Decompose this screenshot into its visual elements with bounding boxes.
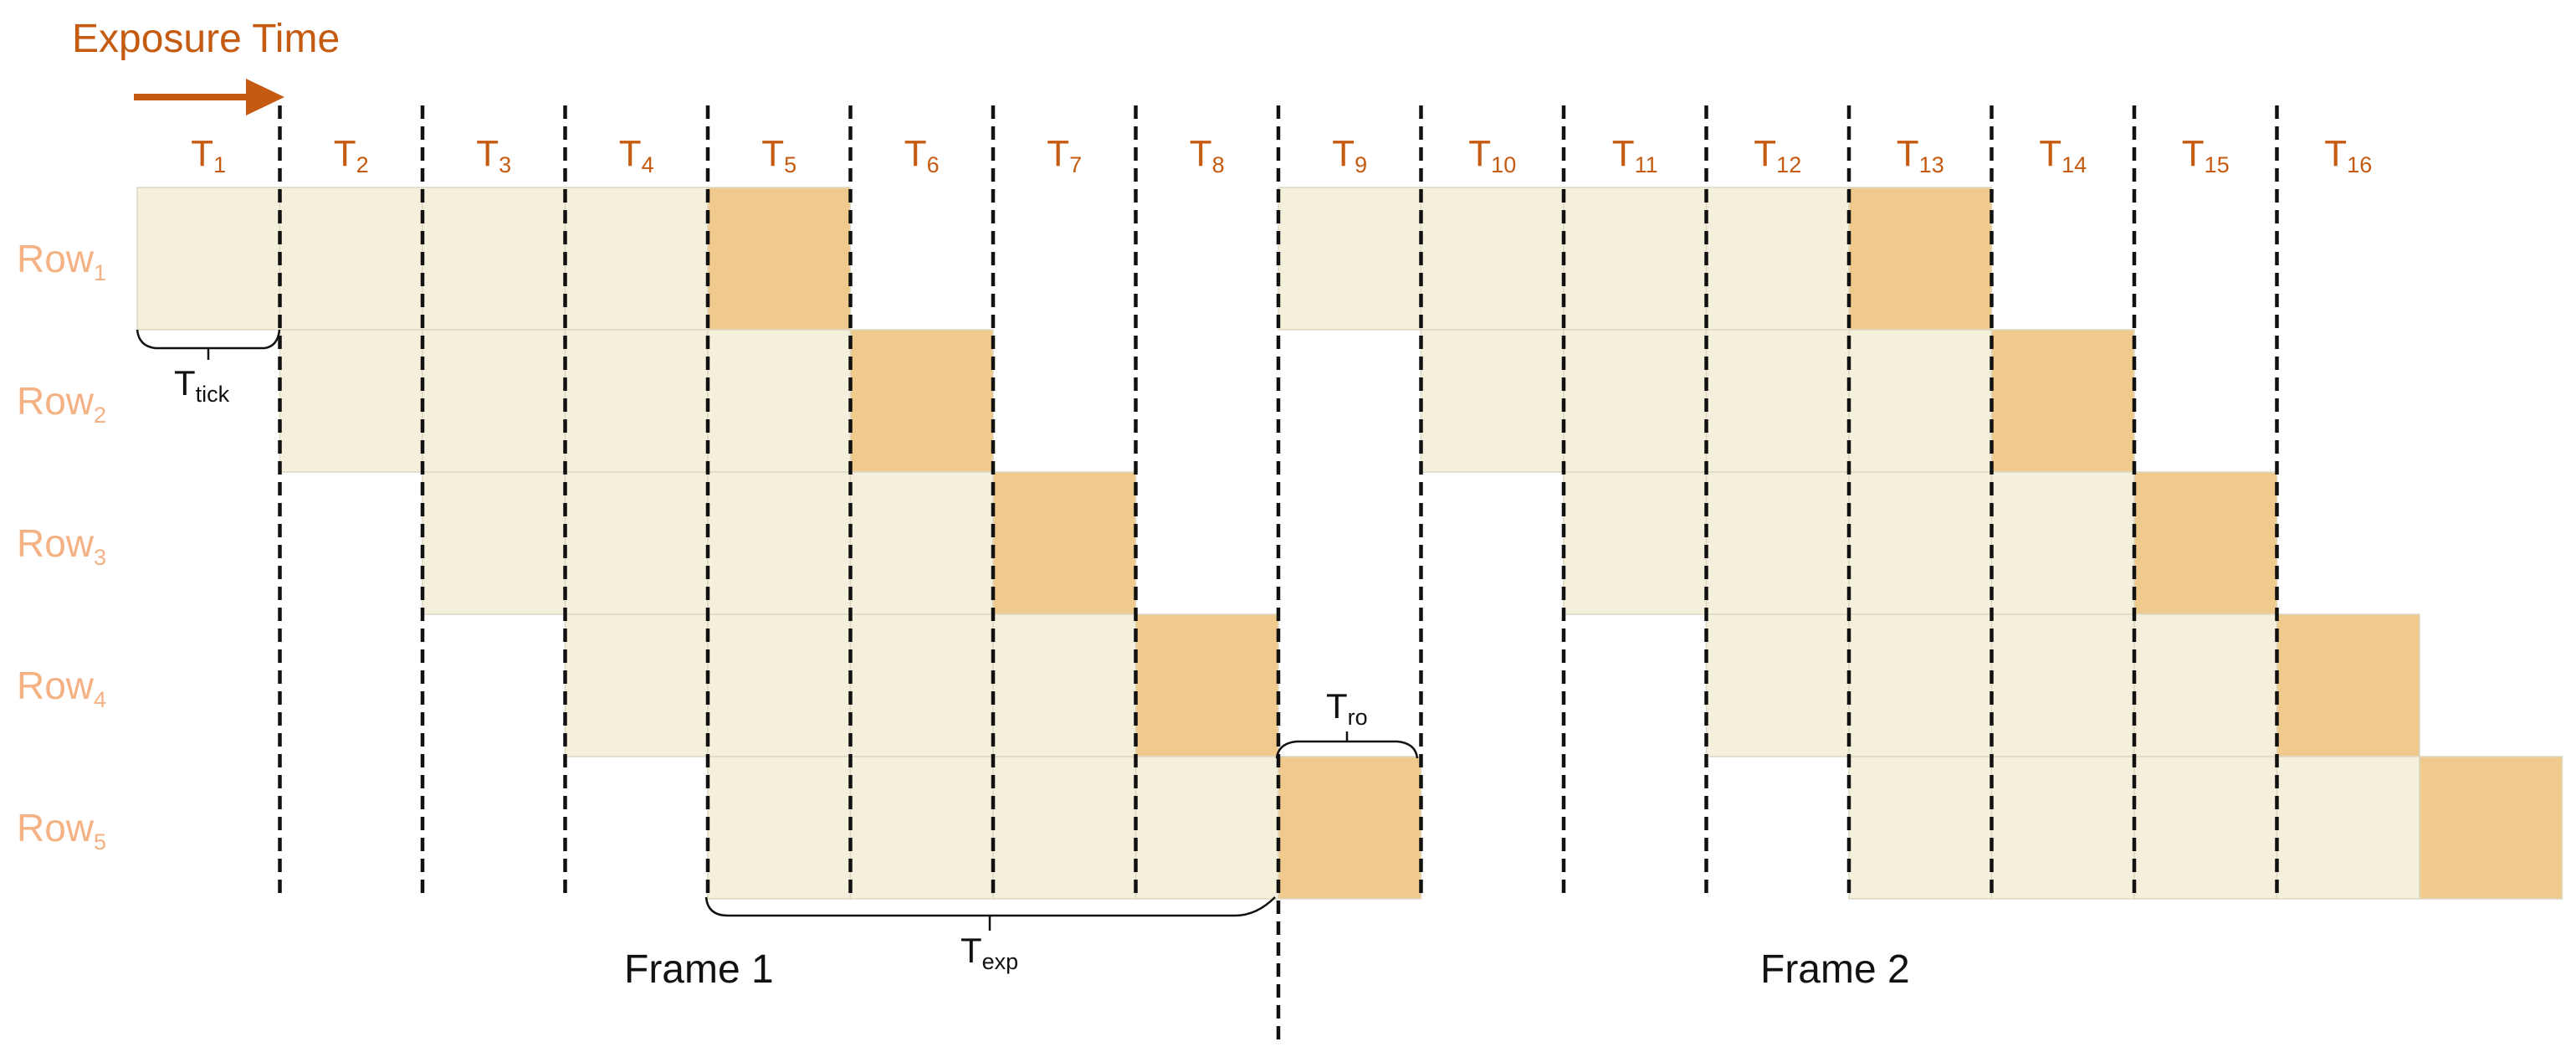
tick-brace: Ttick bbox=[136, 329, 281, 407]
row-label-4: Row4 bbox=[17, 664, 106, 712]
row-label-5: Row5 bbox=[17, 806, 106, 854]
time-arrow-icon bbox=[134, 79, 284, 115]
tick-label-11: T11 bbox=[1612, 133, 1658, 177]
readout-cell-f1-r4-t8 bbox=[1134, 613, 1279, 757]
exposure-cell-f1-r2-t4 bbox=[564, 329, 709, 473]
diagram-title: Exposure Time bbox=[72, 17, 340, 61]
exposure-cell-f1-r5-t8 bbox=[1134, 756, 1279, 900]
frame-1-label: Frame 1 bbox=[624, 947, 774, 992]
exposure-cell-f2-r5-t15 bbox=[2133, 756, 2278, 900]
exposure-cell-f2-r5-t14 bbox=[1990, 756, 2135, 900]
exposure-cell-f1-r2-t5 bbox=[707, 329, 852, 473]
tick-label-7: T7 bbox=[1047, 133, 1082, 177]
row-labels: Row1 Row2 Row3 Row4 Row5 bbox=[17, 237, 106, 854]
exposure-cell-f2-r5-t16 bbox=[2276, 756, 2420, 900]
row-label-2: Row2 bbox=[17, 379, 106, 428]
exposure-cell-f2-r3-t11 bbox=[1563, 471, 1708, 615]
exposure-cell-f1-r4-t7 bbox=[992, 613, 1137, 757]
exposure-brace: Texp bbox=[704, 896, 1276, 974]
exposure-cell-f2-r2-t12 bbox=[1705, 329, 1850, 473]
exposure-cell-f1-r2-t3 bbox=[422, 329, 566, 473]
exposure-cell-f2-r1-t11 bbox=[1563, 187, 1708, 331]
tick-duration-label: Ttick bbox=[174, 363, 230, 407]
exposure-cell-f2-r2-t10 bbox=[1420, 329, 1565, 473]
exposure-cell-f2-r1-t10 bbox=[1420, 187, 1565, 331]
exposure-cell-f1-r4-t6 bbox=[849, 613, 994, 757]
exposure-cell-f2-r2-t13 bbox=[1848, 329, 1993, 473]
tick-label-3: T3 bbox=[476, 133, 511, 177]
readout-cell-f2-r5-t17 bbox=[2419, 756, 2563, 900]
exposure-cell-f1-r2-t2 bbox=[279, 329, 423, 473]
exposure-cell-f1-r1-t1 bbox=[136, 187, 281, 331]
row-label-3: Row3 bbox=[17, 521, 106, 570]
exposure-cell-f2-r4-t13 bbox=[1848, 613, 1993, 757]
exposure-cell-f2-r3-t13 bbox=[1848, 471, 1993, 615]
exposure-cell-f2-r4-t15 bbox=[2133, 613, 2278, 757]
tick-label-12: T12 bbox=[1754, 133, 1801, 177]
readout-cell-f2-r1-t13 bbox=[1848, 187, 1993, 331]
exposure-cell-f1-r3-t4 bbox=[564, 471, 709, 615]
readout-cell-f1-r1-t5 bbox=[707, 187, 852, 331]
tick-labels: T1 T2 T3 T4 T5 T6 T7 T8 T9 T10 T11 T12 T13 T14 T15 T16 bbox=[191, 133, 2372, 177]
exposure-duration-label: Texp bbox=[960, 931, 1018, 974]
exposure-cell-f1-r4-t4 bbox=[564, 613, 709, 757]
exposure-cell-f2-r3-t12 bbox=[1705, 471, 1850, 615]
exposure-cell-f1-r3-t3 bbox=[422, 471, 566, 615]
tick-label-1: T1 bbox=[191, 133, 226, 177]
readout-cell-f1-r3-t7 bbox=[992, 471, 1137, 615]
tick-label-16: T16 bbox=[2324, 133, 2372, 177]
exposure-grid bbox=[136, 187, 2563, 900]
tick-label-5: T5 bbox=[761, 133, 796, 177]
readout-cell-f1-r5-t9 bbox=[1278, 756, 1422, 900]
exposure-cell-f1-r1-t2 bbox=[279, 187, 423, 331]
exposure-cell-f2-r3-t14 bbox=[1990, 471, 2135, 615]
exposure-cell-f1-r1-t3 bbox=[422, 187, 566, 331]
tick-label-9: T9 bbox=[1332, 133, 1367, 177]
exposure-cell-f2-r4-t12 bbox=[1705, 613, 1850, 757]
tick-label-6: T6 bbox=[904, 133, 940, 177]
readout-cell-f2-r4-t16 bbox=[2276, 613, 2420, 757]
frame-2-label: Frame 2 bbox=[1760, 947, 1910, 992]
exposure-cell-f1-r3-t5 bbox=[707, 471, 852, 615]
readout-brace: Tro bbox=[1275, 686, 1419, 759]
exposure-cell-f1-r5-t6 bbox=[849, 756, 994, 900]
readout-cell-f1-r2-t6 bbox=[849, 329, 994, 473]
tick-label-10: T10 bbox=[1468, 133, 1516, 177]
exposure-cell-f1-r5-t5 bbox=[707, 756, 852, 900]
exposure-cell-f2-r2-t11 bbox=[1563, 329, 1708, 473]
readout-cell-f2-r3-t15 bbox=[2133, 471, 2278, 615]
readout-cell-f2-r2-t14 bbox=[1990, 329, 2135, 473]
exposure-cell-f2-r1-t12 bbox=[1705, 187, 1850, 331]
exposure-cell-f1-r1-t4 bbox=[564, 187, 709, 331]
exposure-cell-f1-r4-t5 bbox=[707, 613, 852, 757]
exposure-cell-f2-r1-t9 bbox=[1278, 187, 1422, 331]
exposure-cell-f1-r3-t6 bbox=[849, 471, 994, 615]
tick-label-14: T14 bbox=[2039, 133, 2087, 177]
readout-duration-label: Tro bbox=[1326, 686, 1368, 730]
exposure-cell-f2-r4-t14 bbox=[1990, 613, 2135, 757]
tick-dividers bbox=[278, 105, 2279, 1042]
exposure-cell-f2-r5-t13 bbox=[1848, 756, 1993, 900]
tick-label-4: T4 bbox=[619, 133, 654, 177]
tick-label-8: T8 bbox=[1190, 133, 1225, 177]
exposure-cell-f1-r5-t7 bbox=[992, 756, 1137, 900]
row-label-1: Row1 bbox=[17, 237, 106, 285]
tick-label-13: T13 bbox=[1897, 133, 1944, 177]
tick-label-2: T2 bbox=[334, 133, 369, 177]
tick-label-15: T15 bbox=[2182, 133, 2230, 177]
